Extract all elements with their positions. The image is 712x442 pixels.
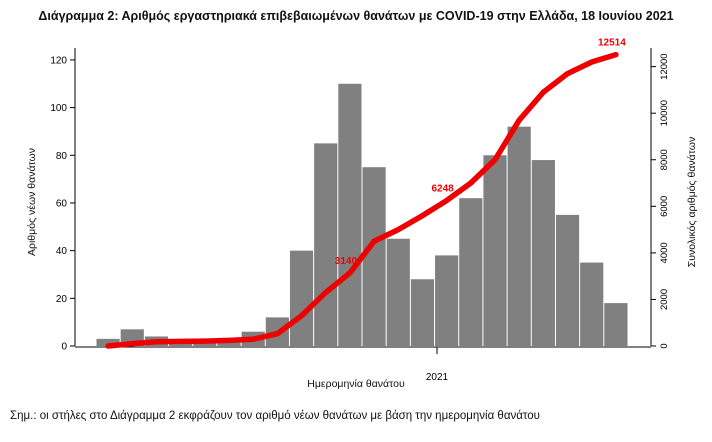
bar-series <box>96 83 628 346</box>
x-tick-label: 2021 <box>426 372 449 383</box>
bar <box>507 126 531 346</box>
y-left-tick-label: 120 <box>50 55 67 66</box>
y-right-tick-label: 12000 <box>659 53 670 79</box>
bar <box>289 250 314 346</box>
bar <box>531 160 555 346</box>
y-right-tick-label: 6000 <box>659 196 670 217</box>
cumulative-line <box>105 51 619 349</box>
bar <box>338 83 362 346</box>
chart-title: Διάγραμμα 2: Αριθμός εργαστηριακά επιβεβ… <box>38 9 674 23</box>
bar <box>459 198 483 346</box>
bar <box>96 338 120 346</box>
y-left-tick-label: 0 <box>61 342 67 353</box>
cumulative-line-series <box>105 51 619 349</box>
bar <box>314 143 338 346</box>
y-left-tick-label: 20 <box>56 294 68 305</box>
y-left-tick-label: 100 <box>50 103 67 114</box>
data-label: 12514 <box>598 38 626 49</box>
bar <box>580 262 604 346</box>
bar <box>362 167 386 346</box>
y-left-tick-label: 60 <box>56 198 68 209</box>
axes: 0 20 40 60 80 100 120 0 2000 4000 6000 8000 10000 120… <box>50 48 670 383</box>
y-right-tick-label: 2000 <box>659 289 670 310</box>
bar <box>386 238 410 346</box>
bar <box>555 214 580 346</box>
x-axis-title: Ημερομηνία θανάτου <box>307 378 405 390</box>
data-label: 3140 <box>335 256 358 267</box>
bar <box>435 255 459 346</box>
y-right-tick-label: 10000 <box>659 100 670 126</box>
bar <box>410 279 435 346</box>
bar <box>483 155 507 346</box>
data-label: 6248 <box>432 184 455 195</box>
y-axis-left-title: Αριθμός νέων θανάτων <box>26 148 38 256</box>
y-axis-right-title: Συνολικός αριθμός θανάτων <box>686 136 698 268</box>
y-left-tick-label: 80 <box>56 151 68 162</box>
annotation-labels: 3140 6248 12514 <box>335 38 626 267</box>
footnote: Σημ.: οι στήλες στο Διάγραμμα 2 εκφράζου… <box>10 410 540 422</box>
y-right-tick-label: 4000 <box>659 242 670 263</box>
y-right-tick-label: 0 <box>659 343 670 348</box>
y-right-tick-label: 8000 <box>659 149 670 170</box>
bar <box>604 303 628 346</box>
y-left-tick-label: 40 <box>56 246 68 257</box>
